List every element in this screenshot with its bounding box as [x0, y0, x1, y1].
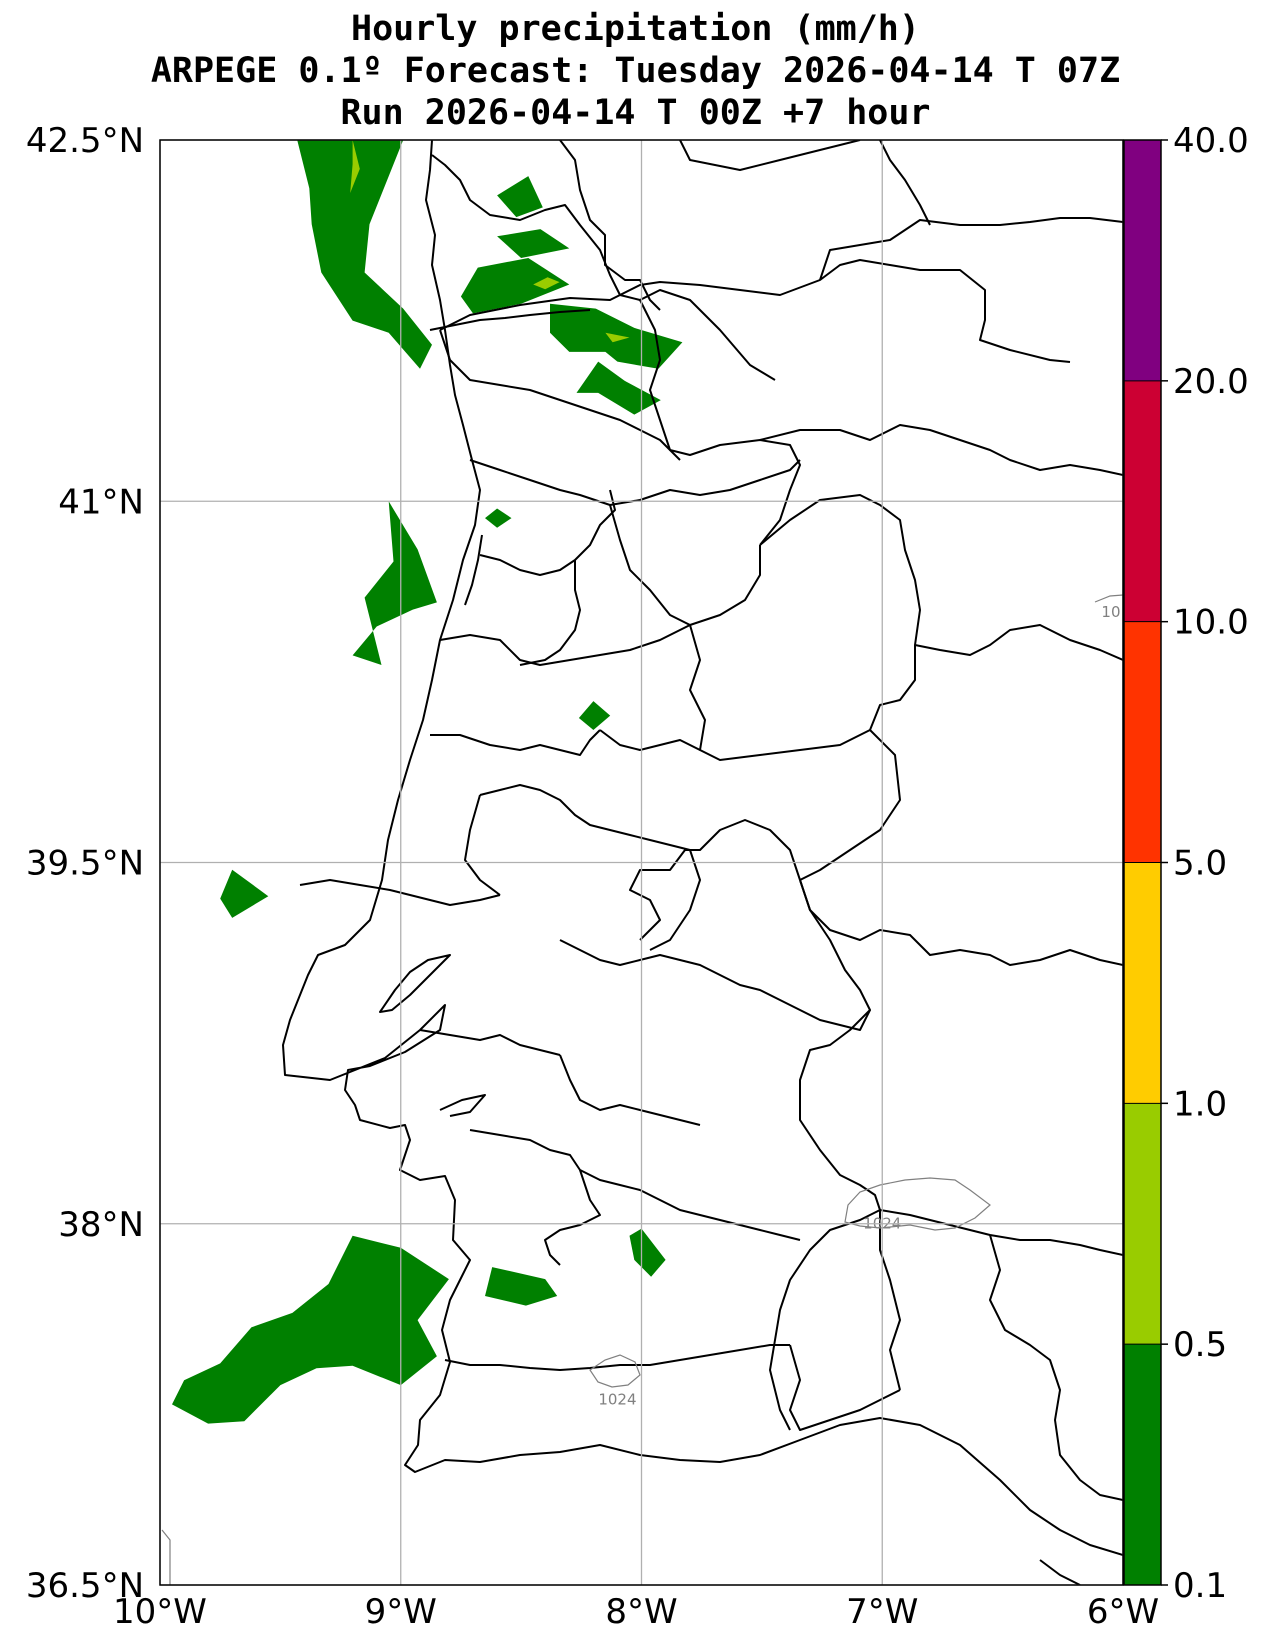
lon-tick-label: 9°W	[365, 1592, 437, 1632]
district-aveiro	[479, 489, 616, 576]
district-huelva	[789, 1344, 901, 1431]
title-line-2: ARPEGE 0.1º Forecast: Tuesday 2026-04-14…	[150, 51, 1121, 91]
border-south-central	[799, 879, 1123, 966]
border-minho	[559, 140, 661, 311]
border-portugal-spain-central	[629, 819, 801, 941]
isobar-label: 10	[1101, 603, 1120, 621]
colorbar-segment	[1124, 140, 1161, 381]
lon-tick-label: 8°W	[605, 1592, 677, 1632]
axis-labels: 42.5°N 41°N 39.5°N 38°N 36.5°N10°W 9°W 8°W 7°W 6…	[26, 121, 1159, 1632]
precip-area-0.1-0.5	[172, 1235, 449, 1424]
colorbar-tick-label: 20.0	[1173, 362, 1249, 402]
isobar-line	[1094, 594, 1123, 603]
isobar-line	[844, 1177, 991, 1231]
map-title: Hourly precipitation (mm/h) ARPEGE 0.1º …	[0, 8, 1271, 134]
border-east-extremadura	[914, 624, 1123, 661]
border-north-spain	[431, 154, 776, 381]
precip-area-0.5-1.0	[533, 277, 560, 290]
colorbar-segment	[1124, 862, 1161, 1104]
border-leon	[879, 140, 931, 226]
isobar-label: 1024	[598, 1390, 636, 1408]
lat-tick-label: 42.5°N	[26, 121, 144, 161]
district-seville-inner	[879, 1210, 901, 1391]
colorbar-tick-label: 40.0	[1173, 121, 1249, 161]
district-setubal	[419, 1029, 561, 1056]
lon-tick-label: 6°W	[1087, 1592, 1159, 1632]
coastline	[282, 140, 1123, 1556]
border-andalusia	[879, 1209, 1123, 1256]
district-guarda	[609, 504, 761, 626]
precip-area-0.1-0.5	[485, 1267, 558, 1306]
coastline-borders-layer	[282, 140, 1123, 1585]
ria-aveiro	[464, 534, 483, 606]
colorbar-tick-label: 0.5	[1173, 1325, 1227, 1365]
district-coimbra	[439, 624, 691, 666]
district-algarve	[444, 1344, 790, 1371]
precip-area-0.1-0.5	[497, 176, 543, 218]
precip-area-0.1-0.5	[352, 501, 437, 665]
lat-tick-label: 39.5°N	[26, 844, 144, 884]
district-minho-1	[439, 329, 681, 461]
colorbar-segment	[1124, 380, 1161, 622]
precip-area-0.1-0.5	[576, 361, 661, 415]
border-castile-extremadura	[759, 424, 1123, 476]
isobar-line	[589, 1354, 641, 1388]
colorbar-segment	[1124, 1344, 1161, 1585]
district-castelo-branco	[689, 624, 871, 761]
precip-area-0.1-0.5	[629, 1228, 666, 1277]
district-portalegre	[649, 849, 701, 951]
isobar-line	[161, 1529, 171, 1585]
border-alentejo-spain	[769, 879, 881, 1431]
isobar-layer	[161, 594, 1123, 1585]
precip-area-0.1-0.5	[578, 701, 611, 730]
border-cadiz	[1039, 1559, 1081, 1585]
district-viseu	[519, 560, 581, 666]
precipitation-layer	[172, 140, 683, 1424]
precip-area-0.5-1.0	[350, 140, 360, 193]
lat-tick-label: 41°N	[58, 482, 144, 522]
colorbar-segment	[1124, 621, 1161, 863]
precip-area-0.5-1.0	[605, 332, 630, 343]
precip-area-0.1-0.5	[497, 229, 570, 258]
district-santarem-2	[479, 784, 691, 851]
lat-tick-label: 38°N	[58, 1205, 144, 1245]
colorbar-tick-label: 5.0	[1173, 844, 1227, 884]
precip-area-0.1-0.5	[220, 869, 269, 918]
precip-area-0.1-0.5	[485, 508, 512, 528]
district-porto-1	[469, 459, 801, 506]
colorbar-tick-label: 1.0	[1173, 1084, 1227, 1124]
lon-tick-label: 10°W	[113, 1592, 207, 1632]
district-beja-2	[544, 1169, 601, 1266]
district-evora-2	[559, 1054, 701, 1126]
border-portugal-spain-north	[439, 259, 1071, 363]
district-beja	[469, 1129, 801, 1241]
tagus-estuary	[379, 954, 451, 1013]
border-asturias	[679, 140, 861, 171]
precip-area-0.1-0.5	[297, 140, 432, 369]
lat-tick-label: 36.5°N	[26, 1566, 144, 1606]
district-leiria	[430, 729, 601, 756]
colorbar-tick-label: 10.0	[1173, 603, 1249, 643]
district-evora	[559, 939, 871, 1031]
river-douro-estuary	[429, 309, 591, 331]
border-tras-os-montes	[639, 299, 801, 546]
district-lisboa-2	[464, 794, 501, 896]
colorbar: 0.1 0.5 1.0 5.0 10.0 20.0 40.0	[1123, 121, 1249, 1606]
title-line-3: Run 2026-04-14 T 00Z +7 hour	[340, 93, 931, 133]
border-beira-spain	[759, 494, 921, 881]
map-frame	[159, 139, 1124, 1586]
district-santarem-1	[599, 729, 701, 751]
lon-tick-label: 7°W	[846, 1592, 918, 1632]
colorbar-segment	[1124, 1103, 1161, 1345]
title-line-1: Hourly precipitation (mm/h)	[351, 9, 920, 49]
precip-area-0.1-0.5	[460, 258, 570, 314]
district-lisboa	[299, 879, 501, 906]
sado-estuary	[439, 1094, 486, 1117]
border-east-galicia	[819, 217, 1123, 281]
border-seville	[989, 1234, 1123, 1501]
colorbar-tick-label: 0.1	[1173, 1566, 1227, 1606]
